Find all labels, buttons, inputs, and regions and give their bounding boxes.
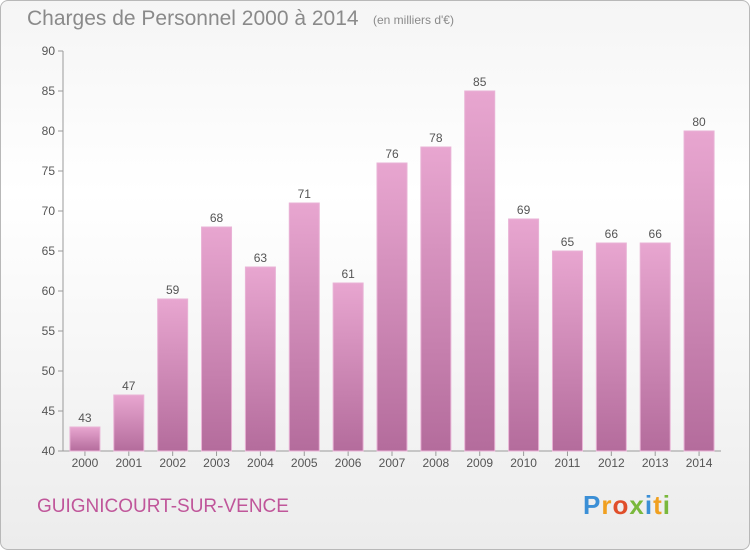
bar xyxy=(551,250,583,452)
y-tick-label: 50 xyxy=(42,364,56,378)
logo-letter: o xyxy=(612,490,630,520)
logo-letter: t xyxy=(653,490,663,520)
y-tick-label: 55 xyxy=(42,324,56,338)
y-tick-label: 85 xyxy=(42,84,56,98)
bar xyxy=(69,426,101,452)
bar xyxy=(201,226,233,452)
bar-value-label: 63 xyxy=(254,251,268,265)
bar-value-label: 80 xyxy=(692,115,706,129)
bar xyxy=(288,202,320,452)
logo-letter: r xyxy=(601,490,613,520)
logo-letter: i xyxy=(662,490,671,520)
y-tick-label: 60 xyxy=(42,284,56,298)
bar xyxy=(244,266,276,452)
bar xyxy=(639,242,671,452)
proxiti-logo: Proxiti xyxy=(583,490,671,521)
x-tick-label: 2004 xyxy=(247,456,274,470)
x-tick-label: 2013 xyxy=(642,456,669,470)
x-tick-label: 2012 xyxy=(598,456,625,470)
bar xyxy=(420,146,452,452)
x-tick-label: 2005 xyxy=(291,456,318,470)
x-tick-label: 2011 xyxy=(555,456,581,470)
chart-title: Charges de Personnel 2000 à 2014 xyxy=(27,7,359,30)
logo-letter: x xyxy=(629,490,645,520)
commune-name: GUIGNICOURT-SUR-VENCE xyxy=(37,496,289,517)
x-tick-label: 2002 xyxy=(159,456,186,470)
bar xyxy=(113,394,145,452)
bar-value-label: 61 xyxy=(341,267,355,281)
x-tick-label: 2006 xyxy=(335,456,362,470)
bar-value-label: 85 xyxy=(473,75,487,89)
bar xyxy=(683,130,715,452)
x-tick-label: 2000 xyxy=(72,456,99,470)
y-tick-label: 80 xyxy=(42,124,56,138)
bar-value-label: 71 xyxy=(298,187,312,201)
logo-letter: i xyxy=(644,490,654,520)
bar-value-label: 43 xyxy=(78,411,92,425)
bar-value-label: 68 xyxy=(210,211,224,225)
x-tick-label: 2007 xyxy=(379,456,406,470)
logo-letter: P xyxy=(583,490,602,520)
bar xyxy=(508,218,540,452)
bar xyxy=(376,162,408,452)
x-tick-label: 2001 xyxy=(115,456,142,470)
x-tick-label: 2003 xyxy=(203,456,230,470)
y-tick-label: 90 xyxy=(42,44,56,58)
bar-value-label: 65 xyxy=(561,235,575,249)
bar-value-label: 76 xyxy=(385,147,399,161)
bar-value-label: 78 xyxy=(429,131,443,145)
chart-subtitle: (en milliers d'€) xyxy=(373,13,454,27)
bar xyxy=(332,282,364,452)
y-tick-label: 70 xyxy=(42,204,56,218)
x-tick-label: 2009 xyxy=(466,456,493,470)
bar-value-label: 47 xyxy=(122,379,136,393)
y-tick-label: 65 xyxy=(42,244,56,258)
bar-value-label: 66 xyxy=(649,227,663,241)
x-tick-label: 2014 xyxy=(686,456,713,470)
y-tick-label: 40 xyxy=(42,444,56,458)
bar-value-label: 59 xyxy=(166,283,180,297)
bar xyxy=(157,298,189,452)
x-tick-label: 2010 xyxy=(510,456,537,470)
bar-value-label: 66 xyxy=(605,227,619,241)
y-tick-label: 75 xyxy=(42,164,56,178)
x-tick-label: 2008 xyxy=(423,456,450,470)
bar xyxy=(595,242,627,452)
bar xyxy=(464,90,496,452)
bar-value-label: 69 xyxy=(517,203,531,217)
y-tick-label: 45 xyxy=(42,404,56,418)
